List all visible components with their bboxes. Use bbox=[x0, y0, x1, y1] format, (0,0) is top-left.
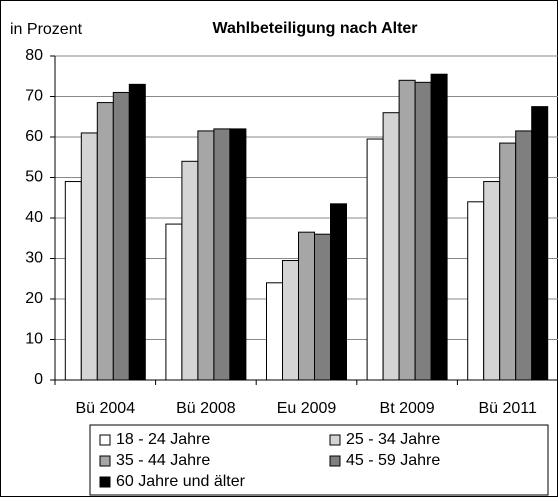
legend-label: 35 - 44 Jahre bbox=[116, 452, 210, 469]
y-tick-label: 20 bbox=[25, 290, 43, 307]
y-tick-label: 80 bbox=[25, 47, 43, 64]
bar bbox=[213, 128, 231, 381]
bar bbox=[531, 106, 549, 381]
bar bbox=[80, 132, 98, 381]
y-tick-label: 30 bbox=[25, 250, 43, 267]
bar bbox=[128, 83, 146, 381]
bar bbox=[229, 128, 247, 381]
bar bbox=[181, 160, 199, 381]
bar bbox=[398, 79, 416, 381]
bar bbox=[96, 102, 114, 381]
y-tick-label: 0 bbox=[34, 371, 43, 388]
bar bbox=[414, 81, 432, 381]
y-tick-label: 60 bbox=[25, 128, 43, 145]
legend-label: 45 - 59 Jahre bbox=[346, 452, 440, 469]
legend bbox=[89, 424, 549, 496]
x-tick-label: Bt 2009 bbox=[380, 400, 435, 417]
bar bbox=[64, 181, 82, 381]
chart-title: Wahlbeteiligung nach Alter bbox=[212, 20, 417, 37]
legend-swatch bbox=[329, 455, 341, 467]
bar bbox=[483, 181, 501, 381]
y-tick-label: 40 bbox=[25, 209, 43, 226]
legend-label: 25 - 34 Jahre bbox=[346, 431, 440, 448]
legend-swatch bbox=[99, 455, 111, 467]
bar bbox=[298, 231, 315, 381]
bar bbox=[382, 112, 400, 381]
y-tick-label: 70 bbox=[25, 88, 43, 105]
x-tick-label: Bü 2011 bbox=[478, 400, 537, 417]
bar bbox=[112, 91, 130, 381]
bar bbox=[197, 130, 215, 381]
legend-swatch bbox=[329, 434, 341, 446]
bar bbox=[165, 223, 183, 381]
y-axis-label: in Prozent bbox=[10, 21, 83, 38]
y-tick-label: 10 bbox=[25, 331, 43, 348]
x-tick-label: Bü 2008 bbox=[176, 400, 236, 417]
legend-swatch bbox=[99, 434, 111, 446]
x-tick-label: Bü 2004 bbox=[75, 400, 135, 417]
bar bbox=[366, 138, 384, 381]
legend-label: 60 Jahre und älter bbox=[116, 473, 246, 490]
bar bbox=[282, 260, 299, 381]
bar bbox=[314, 233, 331, 381]
bar bbox=[266, 282, 283, 381]
bar bbox=[515, 130, 533, 381]
bar bbox=[430, 73, 448, 381]
x-tick-label: Eu 2009 bbox=[277, 400, 337, 417]
bar bbox=[499, 142, 517, 381]
bar bbox=[467, 201, 485, 381]
legend-swatch bbox=[99, 476, 111, 488]
y-tick-label: 50 bbox=[25, 169, 43, 186]
legend-label: 18 - 24 Jahre bbox=[116, 431, 210, 448]
bar bbox=[330, 203, 347, 381]
